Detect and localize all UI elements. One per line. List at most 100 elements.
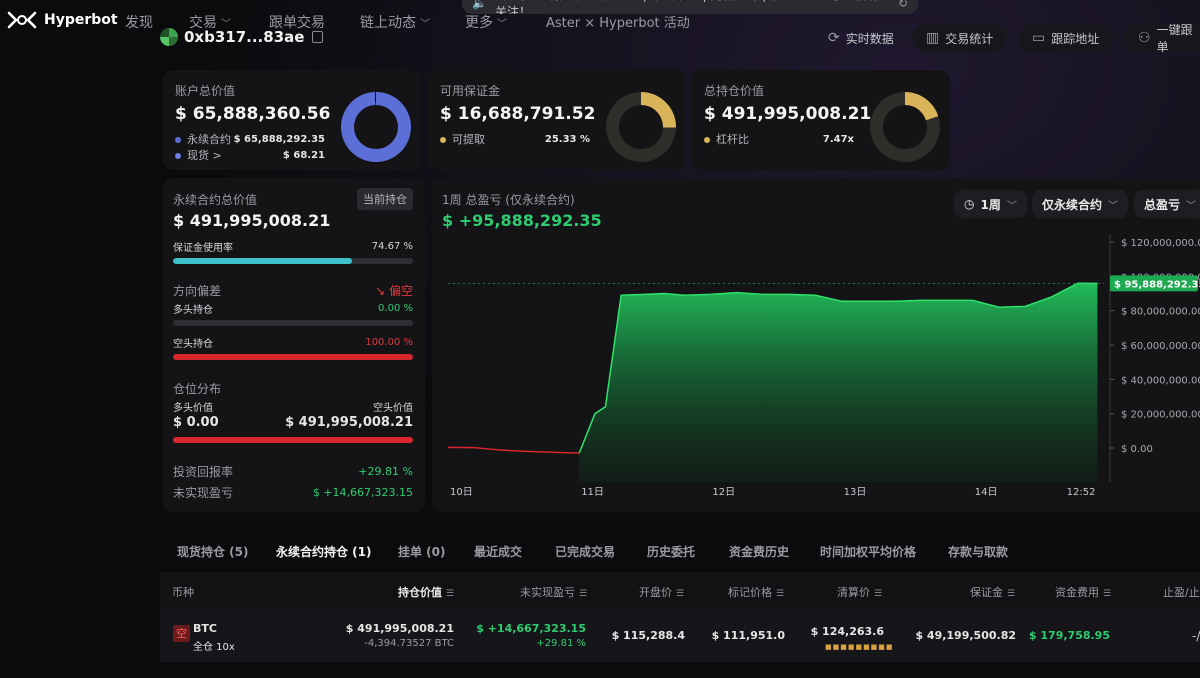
spot-value-row[interactable]: 现货 > $ 68.21	[175, 147, 325, 163]
entry-price: $ 115,288.4	[611, 629, 685, 642]
row-value: $ 68.21	[282, 149, 325, 161]
nav-discover[interactable]: 发现	[125, 15, 153, 31]
card-value: $ 491,995,008.21	[704, 104, 872, 124]
nav-onchain-label: 链上动态	[360, 15, 416, 31]
tab-spot-positions[interactable]: 现货持仓 (5)	[177, 545, 249, 559]
bias-value: ↘ 偏空	[375, 284, 413, 298]
bias-row: 方向偏差 ↘ 偏空	[173, 282, 413, 299]
chart-title: 1周 总盈亏 (仅永续合约)	[442, 193, 575, 207]
one-click-copy-button[interactable]: ⚇ 一键跟单	[1124, 23, 1200, 54]
nav-trade[interactable]: 交易 ﹀	[189, 12, 231, 32]
chevron-down-icon: ﹀	[497, 19, 507, 30]
address-text: 0xb317...83ae	[184, 28, 305, 46]
sort-icon: ☰	[1007, 589, 1016, 599]
scope-dropdown[interactable]: 仅永续合约 ﹀	[1032, 190, 1129, 218]
copy-icon[interactable]	[312, 31, 324, 43]
logo[interactable]: Hyperbot	[6, 9, 118, 31]
top-nav: Hyperbot 发现 交易 ﹀ 跟单交易 链上动态 ﹀ 更多 ﹀ Aster × H…	[0, 0, 1200, 54]
metric-dropdown[interactable]: 总盈亏 ﹀	[1134, 190, 1200, 218]
perp-value-row: 永续合约 $ 65,888,292.35	[175, 131, 325, 147]
nav-copy-trading[interactable]: 跟单交易	[269, 15, 325, 31]
position-size: -4,394.73527 BTC	[364, 638, 454, 649]
col-liq-price[interactable]: 清算价 ☰	[837, 586, 883, 599]
roi-row: 投资回报率 +29.81 %	[173, 463, 413, 480]
pnl-area-chart[interactable]: $ 0.00 $ 20,000,000.00 $ 40,000,000.00 $ 60…	[432, 178, 1200, 512]
long-position-value: 0.00 %	[378, 303, 413, 314]
perp-summary-card: 永续合约总价值 当前持仓 $ 491,995,008.21 保证金使用率 74.…	[163, 178, 425, 512]
card-value: $ 65,888,360.56	[175, 104, 331, 124]
refresh-icon: ⟳	[828, 30, 840, 46]
x-tick-label: 13日	[844, 487, 867, 498]
account-value-card: 账户总价值 $ 65,888,360.56 永续合约 $ 65,888,292.…	[163, 70, 421, 170]
tab-open-orders[interactable]: 挂单 (0)	[398, 545, 446, 559]
nav-onchain[interactable]: 链上动态 ﹀	[360, 12, 430, 32]
nav-aster-event[interactable]: Aster × Hyperbot 活动	[546, 16, 690, 31]
sort-icon: ☰	[579, 589, 588, 599]
row-value: $ 65,888,292.35	[233, 133, 325, 145]
nav-more[interactable]: 更多 ﹀	[465, 12, 507, 32]
coin-name: BTC	[193, 622, 217, 635]
account-donut-chart	[341, 92, 411, 162]
margin-usage-bar	[173, 258, 413, 264]
tab-deposits-withdrawals[interactable]: 存款与取款	[948, 545, 1009, 559]
short-value: $ 491,995,008.21	[285, 415, 413, 430]
short-position-fill	[173, 354, 413, 360]
x-tick-label: 12:52	[1067, 487, 1096, 498]
period-dropdown[interactable]: ◷ 1周 ﹀	[954, 190, 1027, 218]
short-position-value: 100.00 %	[365, 337, 413, 348]
arrow-circle-icon[interactable]: ↻	[897, 0, 908, 10]
chevron-down-icon: ﹀	[1006, 200, 1017, 212]
row-label: 杠杆比	[704, 131, 749, 147]
announcement-text: 新功能抢鲜推出：会员系统 | 策略市场 | 网格交易 | 移动应用程序。敬请关注…	[494, 0, 878, 14]
liq-price: $ 124,263.6	[810, 625, 884, 638]
one-click-copy-label: 一键跟单	[1156, 23, 1193, 54]
chevron-down-icon: ﹀	[420, 19, 430, 30]
withdrawable-row: 可提取 25.33 %	[440, 131, 590, 147]
legend-dot	[175, 153, 181, 159]
tpsl-value[interactable]: -/	[1192, 629, 1200, 643]
tab-order-history[interactable]: 历史委托	[647, 545, 696, 559]
sort-icon: ☰	[1103, 589, 1112, 599]
upnl-value: $ +14,667,323.15	[312, 486, 413, 499]
distribution-label: 仓位分布	[173, 382, 222, 396]
upnl-row: 未实现盈亏 $ +14,667,323.15	[173, 484, 413, 501]
position-tabs: 现货持仓 (5) 永续合约持仓 (1) 挂单 (0) 最近成交 已完成交易 历史…	[160, 538, 1200, 566]
position-value-card: 总持仓价值 $ 491,995,008.21 杠杆比 7.47x	[692, 70, 950, 170]
tab-perp-positions[interactable]: 永续合约持仓 (1)	[276, 545, 372, 559]
long-position-label: 多头持仓	[173, 305, 213, 316]
track-address-button[interactable]: ▭ 跟踪地址	[1018, 24, 1114, 52]
short-badge: 空	[173, 625, 190, 642]
bar-chart-icon: ▥	[926, 30, 940, 46]
track-address-label: 跟踪地址	[1051, 31, 1100, 46]
col-margin[interactable]: 保证金 ☰	[970, 586, 1016, 599]
current-value-badge	[1110, 275, 1198, 292]
tab-twap[interactable]: 时间加权平均价格	[820, 545, 917, 559]
realtime-data-button[interactable]: ⟳ 实时数据	[814, 24, 908, 52]
legend-dot	[704, 137, 710, 143]
col-mark-price[interactable]: 标记价格 ☰	[728, 586, 785, 599]
position-donut-chart	[870, 92, 940, 162]
col-funding[interactable]: 资金费用 ☰	[1055, 586, 1112, 599]
announcement-banner[interactable]: 🔈 新功能抢鲜推出：会员系统 | 策略市场 | 网格交易 | 移动应用程序。敬请…	[462, 0, 918, 14]
tab-recent-fills[interactable]: 最近成交	[474, 545, 523, 559]
upnl-label: 未实现盈亏	[173, 486, 234, 500]
short-value-label: 空头价值	[373, 403, 413, 414]
col-entry-price[interactable]: 开盘价 ☰	[639, 586, 685, 599]
y-tick-label: $ 60,000,000.00	[1121, 341, 1200, 352]
pnl-chart-card: 1周 总盈亏 (仅永续合约) $ +95,888,292.35 ◷ 1周 ﹀ 仅…	[432, 178, 1200, 512]
trade-stats-button[interactable]: ▥ 交易统计	[912, 24, 1008, 52]
chart-value: $ +95,888,292.35	[442, 211, 602, 230]
long-position-row: 多头持仓 0.00 %	[173, 301, 413, 316]
perp-total-value: $ 491,995,008.21	[173, 211, 331, 230]
col-unrealized-pnl[interactable]: 未实现盈亏 ☰	[520, 586, 588, 599]
y-tick-label: $ 0.00	[1121, 444, 1153, 455]
tab-completed-trades[interactable]: 已完成交易	[555, 545, 616, 559]
long-position-bar	[173, 320, 413, 326]
legend-dot	[440, 137, 446, 143]
hyperbot-logo-icon	[7, 11, 37, 29]
table-row[interactable]: 空 BTC 全仓 10x $ 491,995,008.21 -4,394.735…	[160, 608, 1200, 662]
leverage-row: 杠杆比 7.47x	[704, 131, 854, 147]
tab-funding-history[interactable]: 资金费历史	[729, 545, 790, 559]
x-tick-label: 11日	[581, 487, 604, 498]
col-position-value[interactable]: 持仓价值 ☰	[398, 586, 455, 599]
